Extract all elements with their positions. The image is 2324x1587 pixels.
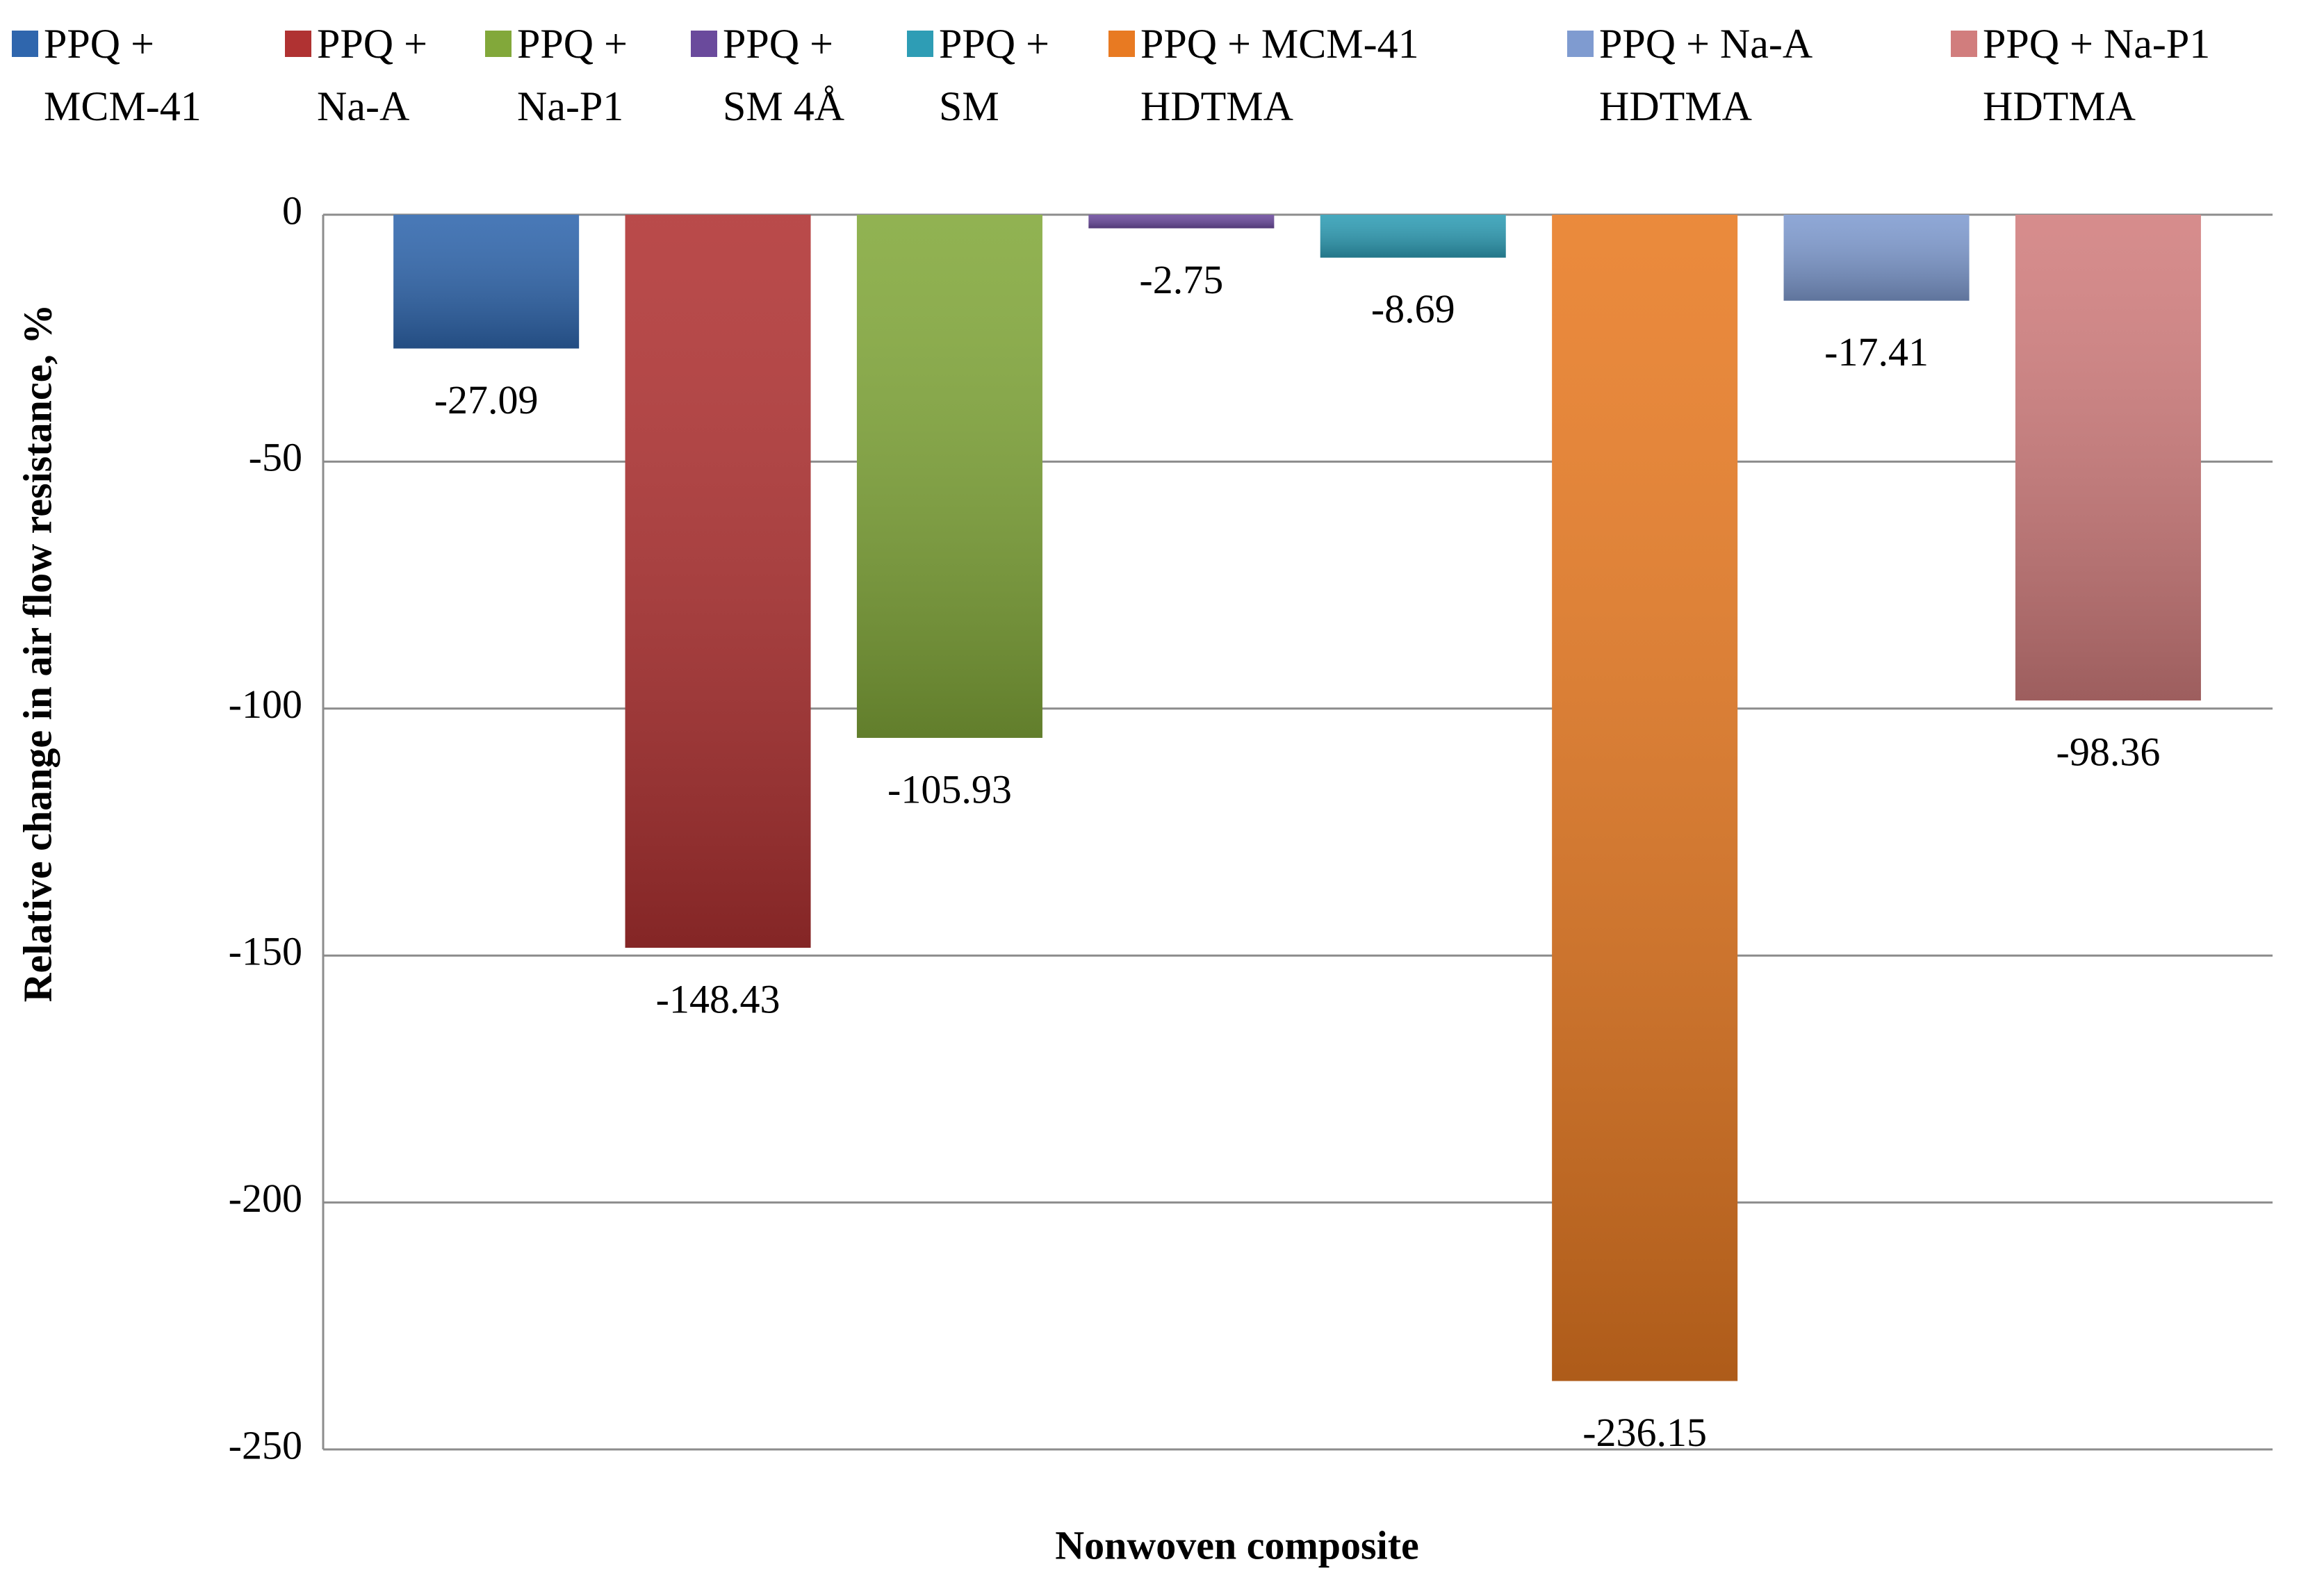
bar-shade	[625, 215, 811, 948]
legend-swatch	[691, 31, 717, 57]
legend-item: PPQ + Na-P1 HDTMA	[1951, 13, 2324, 138]
legend-item: PPQ + Na-A HDTMA	[1567, 13, 1929, 138]
data-label: -17.41	[1824, 329, 1929, 375]
y-tick-label: -250	[229, 1422, 302, 1467]
legend-item: PPQ + MCM-41 HDTMA	[1108, 13, 1553, 138]
data-label: -236.15	[1582, 1410, 1707, 1455]
data-label: -2.75	[1139, 257, 1223, 302]
legend-label: PPQ + SM	[939, 21, 1049, 129]
legend-swatch	[1108, 31, 1135, 57]
legend-swatch	[285, 31, 311, 57]
legend-swatch	[1567, 31, 1594, 57]
data-label: -105.93	[887, 766, 1012, 812]
y-tick-label: -150	[229, 929, 302, 974]
y-axis-title: Relative change in air flow resistance, …	[15, 304, 60, 1003]
bar-shade	[1783, 215, 1970, 301]
legend-swatch	[1951, 31, 1977, 57]
legend-item: PPQ + Na-P1	[485, 13, 680, 138]
y-tick-label: -100	[229, 682, 302, 727]
legend-swatch	[907, 31, 933, 57]
bar-shade	[393, 215, 580, 349]
data-label: -98.36	[2056, 729, 2161, 774]
data-label: -148.43	[656, 976, 780, 1021]
legend-item: PPQ + Na-A	[285, 13, 473, 138]
legend-label: PPQ + Na-A	[317, 21, 427, 129]
legend-item: PPQ + SM	[907, 13, 1095, 138]
bar-shade	[1320, 215, 1506, 258]
data-label: -8.69	[1371, 286, 1455, 331]
bar-shade	[1088, 215, 1275, 229]
legend-label: PPQ + MCM-41	[44, 21, 202, 129]
legend-item: PPQ + MCM-41	[12, 13, 262, 138]
data-label: -27.09	[434, 377, 539, 422]
bar-shade	[856, 215, 1042, 738]
legend-label: PPQ + SM 4Å	[723, 21, 845, 129]
legend-label: PPQ + MCM-41 HDTMA	[1140, 21, 1419, 129]
bar-shade	[1552, 215, 1738, 1381]
y-tick-label: -50	[249, 435, 302, 480]
y-tick-label: 0	[282, 188, 302, 233]
legend-label: PPQ + Na-P1 HDTMA	[1983, 21, 2211, 129]
legend-label: PPQ + Na-P1	[517, 21, 628, 129]
legend-swatch	[485, 31, 512, 57]
y-tick-label: -200	[229, 1176, 302, 1221]
bar-shade	[2015, 215, 2201, 701]
x-axis-title: Nonwoven composite	[1055, 1522, 1419, 1568]
legend-swatch	[12, 31, 38, 57]
legend-item: PPQ + SM 4Å	[691, 13, 892, 138]
legend-label: PPQ + Na-A HDTMA	[1599, 21, 1810, 129]
